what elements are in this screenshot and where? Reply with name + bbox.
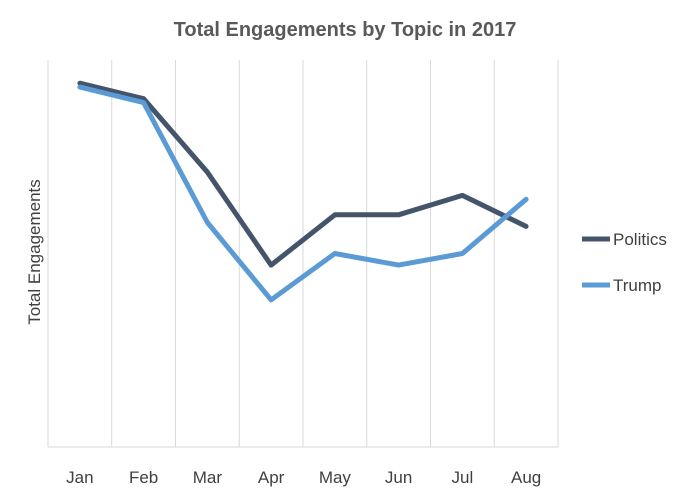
y-axis-label: Total Engagements — [25, 179, 44, 325]
series-lines — [77, 80, 529, 303]
x-tick-label: Mar — [193, 468, 223, 487]
series-line-trump — [77, 84, 529, 303]
grid-lines — [47, 60, 559, 448]
series-line-politics — [77, 80, 529, 268]
x-tick-label: Jul — [452, 468, 474, 487]
chart-title: Total Engagements by Topic in 2017 — [174, 19, 517, 41]
legend: Politics Trump — [582, 230, 667, 295]
x-tick-label: Feb — [129, 468, 158, 487]
x-tick-label: May — [319, 468, 352, 487]
x-tick-label: Aug — [511, 468, 541, 487]
x-tick-label: Jan — [66, 468, 93, 487]
legend-label: Politics — [613, 230, 667, 249]
x-tick-label: Apr — [258, 468, 285, 487]
x-axis-ticks: Jan Feb Mar Apr May Jun Jul Aug — [66, 468, 541, 487]
x-tick-label: Jun — [385, 468, 412, 487]
legend-label: Trump — [613, 276, 662, 295]
